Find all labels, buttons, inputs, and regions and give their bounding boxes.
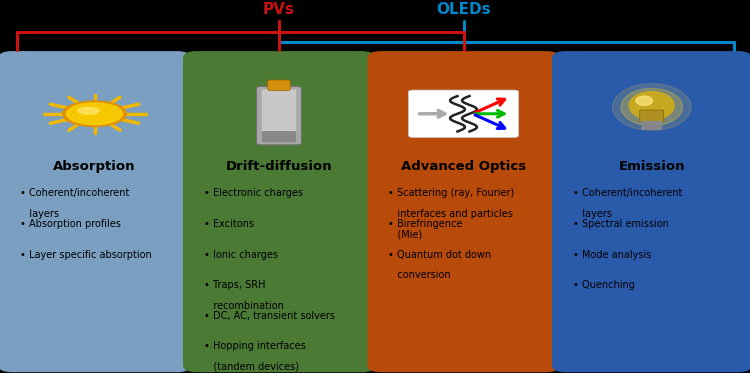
FancyBboxPatch shape	[641, 127, 662, 130]
Text: • Scattering (ray, Fourier): • Scattering (ray, Fourier)	[388, 188, 514, 198]
Text: • Spectral emission: • Spectral emission	[573, 219, 669, 229]
Text: • Electronic charges: • Electronic charges	[204, 188, 303, 198]
Text: Absorption: Absorption	[53, 160, 136, 173]
FancyBboxPatch shape	[256, 87, 302, 145]
FancyBboxPatch shape	[368, 51, 560, 372]
Text: • Absorption profiles: • Absorption profiles	[20, 219, 120, 229]
Text: layers: layers	[573, 209, 612, 219]
Text: • Coherent/incoherent: • Coherent/incoherent	[20, 188, 129, 198]
Ellipse shape	[612, 84, 692, 130]
Text: • Excitons: • Excitons	[204, 219, 254, 229]
FancyBboxPatch shape	[262, 131, 296, 142]
Ellipse shape	[62, 101, 126, 126]
Text: • Traps, SRH: • Traps, SRH	[204, 280, 266, 290]
Ellipse shape	[78, 107, 99, 114]
Text: • Coherent/incoherent: • Coherent/incoherent	[573, 188, 682, 198]
FancyBboxPatch shape	[641, 121, 662, 124]
Text: • Ionic charges: • Ionic charges	[204, 250, 278, 260]
FancyBboxPatch shape	[262, 90, 296, 142]
Text: • Hopping interfaces: • Hopping interfaces	[204, 341, 306, 351]
Text: Emission: Emission	[619, 160, 685, 173]
Text: layers: layers	[20, 209, 58, 219]
Text: • Quenching: • Quenching	[573, 280, 634, 290]
Text: • Birefringence: • Birefringence	[388, 219, 463, 229]
Ellipse shape	[636, 96, 652, 105]
Text: interfaces and particles: interfaces and particles	[388, 209, 513, 219]
Text: (Mie): (Mie)	[388, 229, 423, 239]
Ellipse shape	[621, 88, 682, 126]
Text: conversion: conversion	[388, 270, 452, 280]
FancyBboxPatch shape	[640, 110, 664, 122]
FancyBboxPatch shape	[552, 51, 750, 372]
Text: recombination: recombination	[204, 301, 284, 311]
Text: Drift-diffusion: Drift-diffusion	[226, 160, 332, 173]
FancyBboxPatch shape	[408, 90, 519, 138]
FancyBboxPatch shape	[0, 51, 190, 372]
Text: • DC, AC, transient solvers: • DC, AC, transient solvers	[204, 311, 335, 321]
Text: • Quantum dot down: • Quantum dot down	[388, 250, 492, 260]
Ellipse shape	[629, 92, 674, 120]
Text: • Layer specific absorption: • Layer specific absorption	[20, 250, 152, 260]
Text: (tandem devices): (tandem devices)	[204, 362, 299, 372]
FancyBboxPatch shape	[268, 80, 290, 91]
Text: • Polar layers: • Polar layers	[204, 372, 270, 373]
FancyBboxPatch shape	[641, 124, 662, 127]
FancyBboxPatch shape	[183, 51, 375, 372]
Text: • Mode analysis: • Mode analysis	[573, 250, 651, 260]
Text: Advanced Optics: Advanced Optics	[401, 160, 526, 173]
Ellipse shape	[66, 103, 123, 125]
Text: OLEDs: OLEDs	[436, 2, 490, 17]
Text: PVs: PVs	[263, 2, 295, 17]
